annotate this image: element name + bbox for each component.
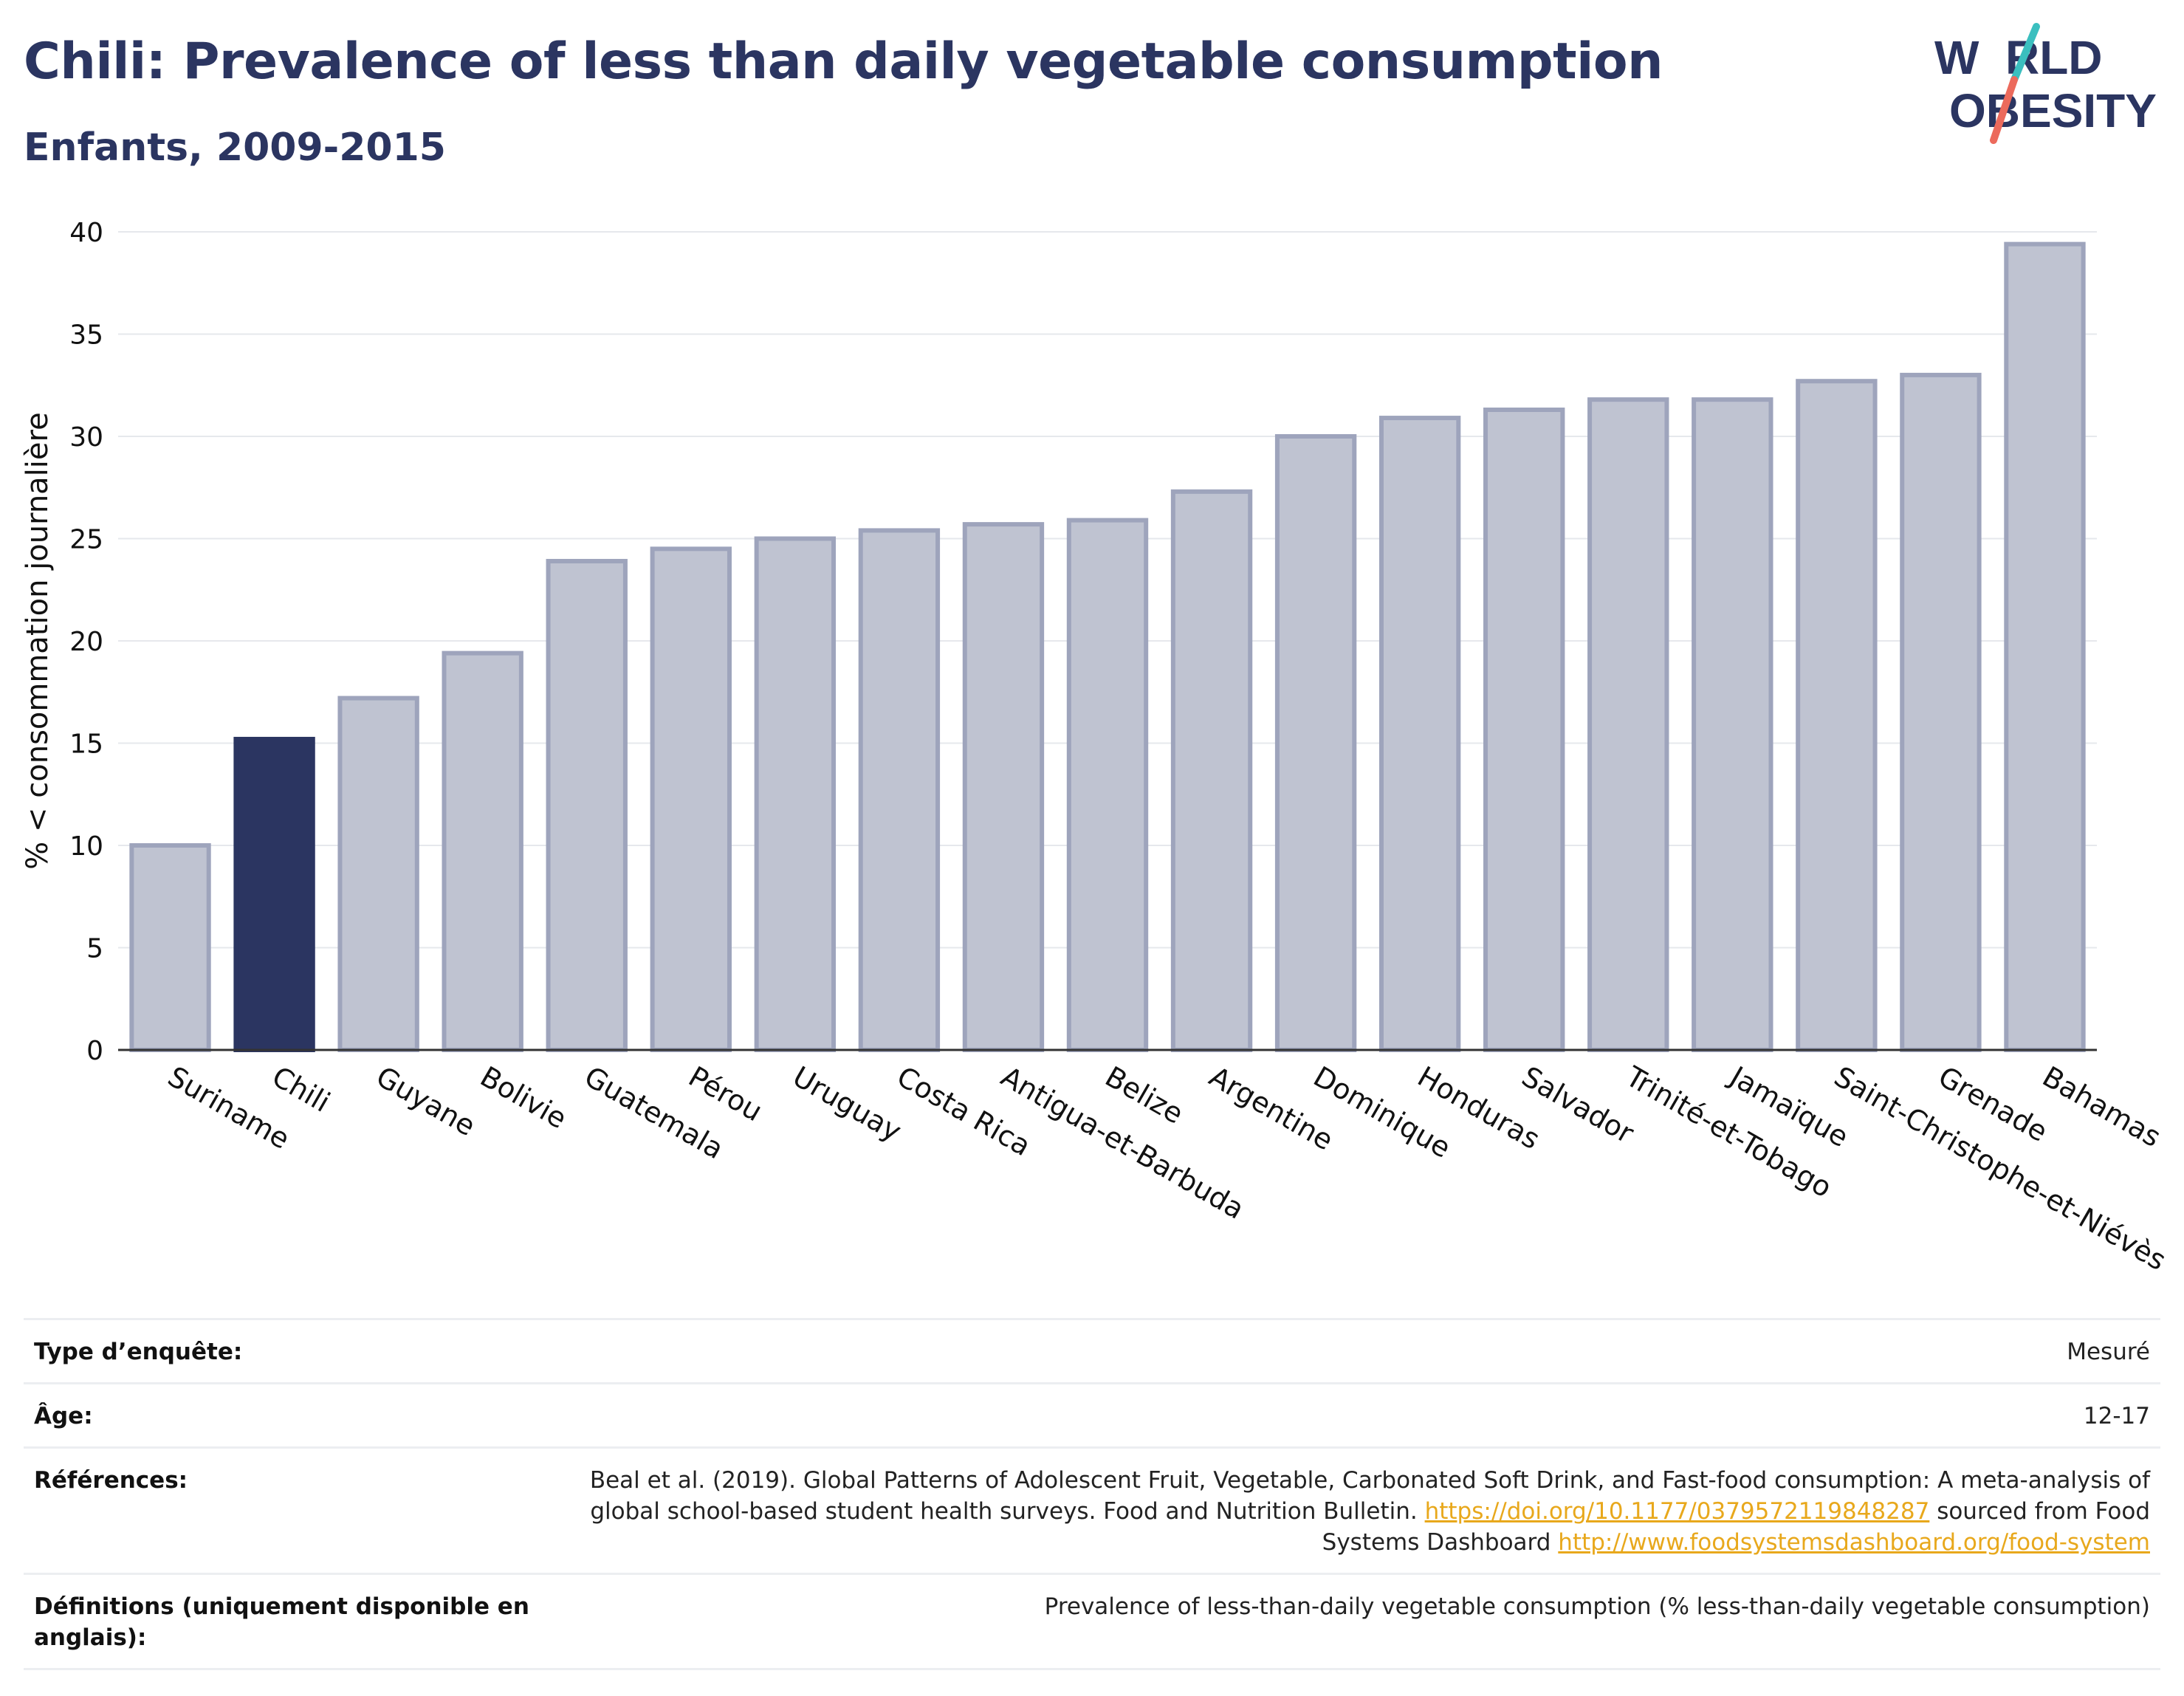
y-tick-label: 25 [69, 525, 103, 555]
y-tick-label: 35 [69, 320, 103, 351]
references-text-2: sourced from Food Systems Dashboard [1322, 1498, 2150, 1556]
x-tick-label: Uruguay [787, 1060, 907, 1148]
bar-10 [1170, 489, 1253, 1053]
bar-1 [233, 736, 315, 1053]
y-tick-label: 40 [69, 218, 103, 248]
bar-12 [1378, 416, 1461, 1052]
meta-row-survey-type: Type d’enquête: Mesuré [24, 1318, 2160, 1384]
bar-4 [546, 558, 628, 1053]
y-tick-label: 15 [69, 729, 103, 760]
bar-3 [442, 650, 523, 1052]
survey-type-label: Type d’enquête: [24, 1318, 546, 1384]
y-tick-label: 0 [86, 1036, 103, 1066]
references-text-1: Beal et al. (2019). Global Patterns of A… [589, 1467, 2150, 1525]
y-tick-label: 10 [69, 831, 103, 862]
y-tick-label: 20 [69, 627, 103, 657]
y-axis-label: % < consommation journalière [21, 412, 55, 869]
references-value: Beal et al. (2019). Global Patterns of A… [546, 1446, 2160, 1574]
references-label: Références: [24, 1446, 546, 1574]
x-tick-label: Chili [267, 1060, 335, 1119]
logo-line-2: OBESITY [1949, 84, 2157, 137]
bar-16 [1796, 379, 1878, 1052]
references-doi-link[interactable]: https://doi.org/10.1177/0379572119848287 [1424, 1498, 1930, 1525]
chart-title: Chili: Prevalence of less than daily veg… [24, 32, 1663, 91]
bar-6 [754, 536, 837, 1052]
chart-subtitle: Enfants, 2009-2015 [24, 126, 446, 170]
definitions-value: Prevalence of less-than-daily vegetable … [546, 1573, 2160, 1670]
bar-11 [1274, 434, 1357, 1052]
age-value: 12-17 [546, 1382, 2160, 1448]
bar-18 [2004, 241, 2086, 1053]
bar-8 [962, 522, 1045, 1052]
definitions-label: Définitions (uniquement disponible en an… [24, 1573, 546, 1670]
y-tick-label: 5 [86, 934, 103, 964]
bar-14 [1587, 397, 1669, 1052]
survey-type-value: Mesuré [546, 1318, 2160, 1384]
meta-row-references: Références: Beal et al. (2019). Global P… [24, 1446, 2160, 1574]
y-tick-labels: 0 5 10 15 20 25 30 35 40 [69, 218, 103, 1066]
y-tick-label: 30 [69, 422, 103, 453]
x-tick-label: Bahamas [2037, 1060, 2166, 1154]
bar-0 [129, 843, 211, 1052]
x-tick-label: Guyane [371, 1060, 481, 1142]
bar-5 [650, 546, 732, 1053]
bar-2 [337, 696, 419, 1052]
bar-7 [858, 528, 941, 1053]
bar-13 [1483, 407, 1565, 1052]
x-tick-label: Bolivie [475, 1060, 572, 1136]
logo-slash-coral [1990, 76, 2018, 144]
logo-slash-teal [2010, 23, 2040, 83]
world-obesity-logo: W RLD OBESITY [1934, 23, 2157, 144]
bar-17 [1900, 372, 1982, 1052]
meta-row-age: Âge: 12-17 [24, 1382, 2160, 1448]
meta-row-definitions: Définitions (uniquement disponible en an… [24, 1573, 2160, 1670]
metadata-table: Type d’enquête: Mesuré Âge: 12-17 Référe… [24, 1318, 2160, 1670]
bar-9 [1066, 518, 1149, 1052]
references-dashboard-link[interactable]: http://www.foodsystemsdashboard.org/food… [1558, 1529, 2150, 1556]
age-label: Âge: [24, 1382, 546, 1448]
bars [129, 241, 2086, 1053]
bar-15 [1692, 397, 1773, 1052]
